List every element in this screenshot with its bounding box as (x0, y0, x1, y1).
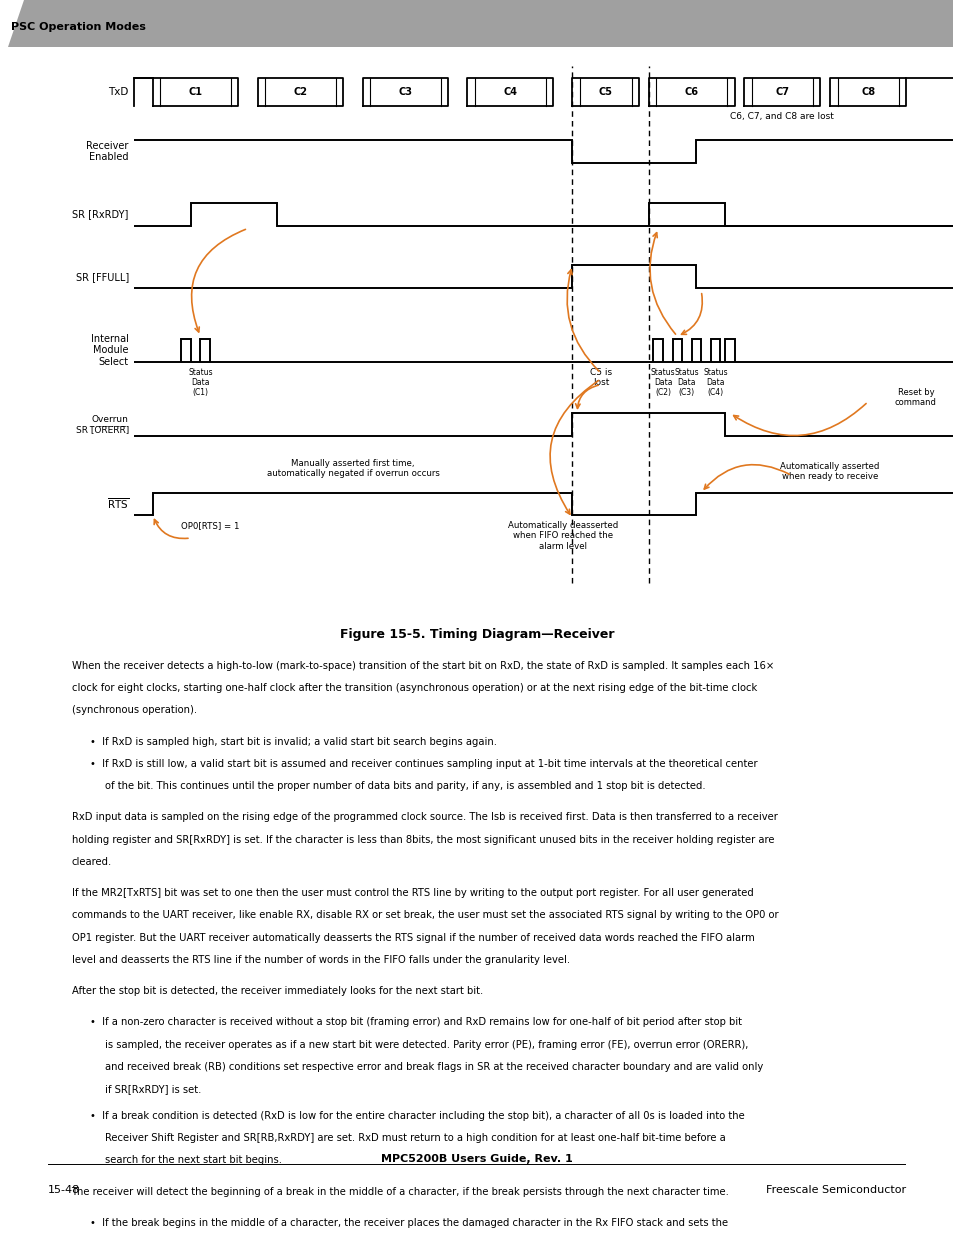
Text: •  If RxD is sampled high, start bit is invalid; a valid start bit search begins: • If RxD is sampled high, start bit is i… (90, 736, 497, 746)
Text: C6, C7, and C8 are lost: C6, C7, and C8 are lost (730, 112, 833, 121)
Text: C7: C7 (775, 86, 788, 98)
Text: RxD input data is sampled on the rising edge of the programmed clock source. The: RxD input data is sampled on the rising … (71, 813, 777, 823)
Text: •  If the break begins in the middle of a character, the receiver places the dam: • If the break begins in the middle of a… (90, 1218, 727, 1228)
Text: Status
Data
(C4): Status Data (C4) (702, 368, 727, 398)
Text: if SR[RxRDY] is set.: if SR[RxRDY] is set. (105, 1084, 201, 1094)
Text: OP0[RTS] = 1: OP0[RTS] = 1 (180, 521, 239, 530)
Text: PSC Operation Modes: PSC Operation Modes (11, 22, 146, 32)
Text: C5: C5 (598, 86, 612, 98)
Text: search for the next start bit begins.: search for the next start bit begins. (105, 1156, 282, 1166)
Text: Status
Data
(C2): Status Data (C2) (650, 368, 675, 398)
Text: Reset by
command: Reset by command (894, 388, 936, 408)
Text: C2: C2 (294, 86, 307, 98)
Text: Internal
Module
Select: Internal Module Select (91, 333, 129, 367)
Text: •  If a non-zero character is received without a stop bit (framing error) and Rx: • If a non-zero character is received wi… (90, 1018, 741, 1028)
Text: Status
Data
(C1): Status Data (C1) (188, 368, 213, 398)
Text: C6: C6 (684, 86, 698, 98)
Text: When the receiver detects a high-to-low (mark-to-space) transition of the start : When the receiver detects a high-to-low … (71, 661, 773, 671)
Text: 15-48: 15-48 (48, 1186, 80, 1195)
Text: C3: C3 (398, 86, 412, 98)
Text: C5 is
lost: C5 is lost (589, 368, 612, 387)
Text: (synchronous operation).: (synchronous operation). (71, 705, 196, 715)
Text: MPC5200B Users Guide, Rev. 1: MPC5200B Users Guide, Rev. 1 (381, 1153, 572, 1165)
Polygon shape (8, 0, 953, 47)
Text: If the MR2[TxRTS] bit was set to one then the user must control the RTS line by : If the MR2[TxRTS] bit was set to one the… (71, 888, 753, 898)
Text: •  If RxD is still low, a valid start bit is assumed and receiver continues samp: • If RxD is still low, a valid start bit… (90, 758, 757, 768)
Text: Figure 15-5. Timing Diagram—Receiver: Figure 15-5. Timing Diagram—Receiver (339, 629, 614, 641)
Text: cleared.: cleared. (71, 857, 112, 867)
Text: of the bit. This continues until the proper number of data bits and parity, if a: of the bit. This continues until the pro… (105, 781, 705, 790)
Text: Automatically asserted
when ready to receive: Automatically asserted when ready to rec… (780, 462, 879, 482)
Text: $\overline{\mathregular{RTS}}$: $\overline{\mathregular{RTS}}$ (107, 496, 129, 511)
Text: Overrun
SR [̅O̅R̅E̅R̅R̅]: Overrun SR [̅O̅R̅E̅R̅R̅] (75, 415, 129, 433)
Text: level and deasserts the RTS line if the number of words in the FIFO falls under : level and deasserts the RTS line if the … (71, 955, 569, 965)
Text: OP1 register. But the UART receiver automatically deasserts the RTS signal if th: OP1 register. But the UART receiver auto… (71, 932, 754, 942)
Text: clock for eight clocks, starting one-half clock after the transition (asynchrono: clock for eight clocks, starting one-hal… (71, 683, 756, 693)
Text: Receiver
Enabled: Receiver Enabled (87, 141, 129, 163)
Text: TxD: TxD (109, 86, 129, 98)
Text: C4: C4 (503, 86, 517, 98)
Text: SR [FFULL]: SR [FFULL] (75, 272, 129, 282)
Text: holding register and SR[RxRDY] is set. If the character is less than 8bits, the : holding register and SR[RxRDY] is set. I… (71, 835, 773, 845)
Text: Freescale Semiconductor: Freescale Semiconductor (765, 1186, 905, 1195)
Text: •  If a break condition is detected (RxD is low for the entire character includi: • If a break condition is detected (RxD … (90, 1112, 744, 1121)
Text: Receiver Shift Register and SR[RB,RxRDY] are set. RxD must return to a high cond: Receiver Shift Register and SR[RB,RxRDY]… (105, 1134, 725, 1144)
Text: is sampled, the receiver operates as if a new start bit were detected. Parity er: is sampled, the receiver operates as if … (105, 1040, 747, 1050)
Text: Manually asserted first time,
automatically negated if overrun occurs: Manually asserted first time, automatica… (266, 459, 439, 478)
Text: C8: C8 (861, 86, 874, 98)
Text: After the stop bit is detected, the receiver immediately looks for the next star: After the stop bit is detected, the rece… (71, 986, 482, 997)
Text: SR [RxRDY]: SR [RxRDY] (72, 209, 129, 219)
Text: The receiver will detect the beginning of a break in the middle of a character, : The receiver will detect the beginning o… (71, 1187, 729, 1197)
Text: and received break (RB) conditions set respective error and break flags in SR at: and received break (RB) conditions set r… (105, 1062, 762, 1072)
Text: Status
Data
(C3): Status Data (C3) (674, 368, 699, 398)
Text: Automatically deasserted
when FIFO reached the
alarm level: Automatically deasserted when FIFO reach… (507, 521, 618, 551)
Text: C1: C1 (189, 86, 202, 98)
Text: commands to the UART receiver, like enable RX, disable RX or set break, the user: commands to the UART receiver, like enab… (71, 910, 778, 920)
